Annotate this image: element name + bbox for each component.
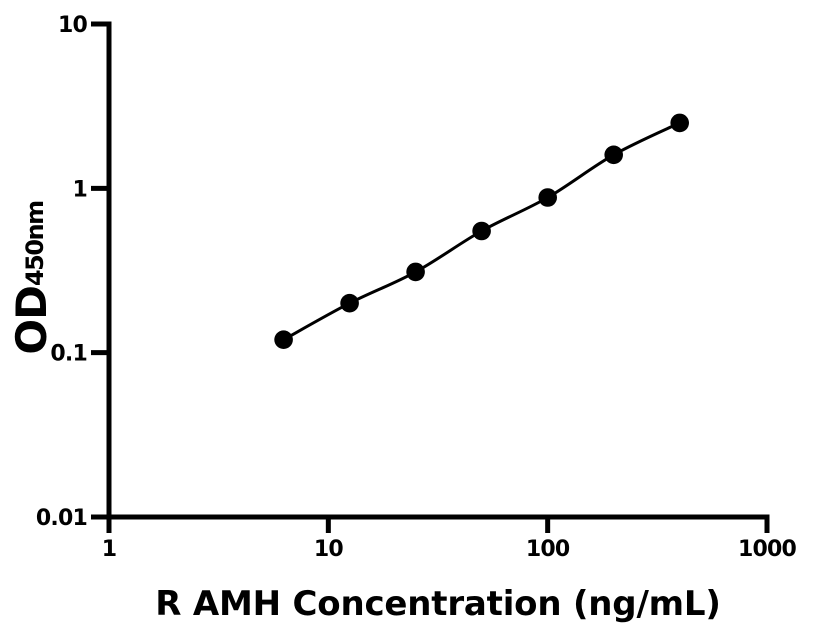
data-point-marker <box>406 262 425 282</box>
x-axis-ticks <box>106 517 770 533</box>
data-point-marker <box>472 221 491 241</box>
y-axis-title: OD450nm <box>7 201 56 355</box>
data-point-marker <box>340 293 359 313</box>
x-tick-label: 100 <box>526 537 570 562</box>
data-point-marker <box>604 145 623 165</box>
y-axis-ticks <box>91 21 109 520</box>
x-tick-label: 1000 <box>738 537 797 562</box>
x-axis-title: R AMH Concentration (ng/mL) <box>155 584 720 624</box>
x-tick-label: 10 <box>314 537 344 562</box>
data-points <box>274 113 689 350</box>
y-axis-title-subscript: 450nm <box>21 201 49 286</box>
y-tick-label: 1 <box>72 177 87 202</box>
data-point-marker <box>538 188 557 207</box>
y-tick-label: 10 <box>58 13 88 38</box>
x-axis-tick-labels: 1 10 100 1000 <box>102 537 798 562</box>
y-tick-label: 0.01 <box>36 506 87 531</box>
x-tick-label: 1 <box>102 537 117 562</box>
y-axis-tick-labels: 10 1 0.1 0.01 <box>36 13 88 531</box>
y-tick-label: 0.1 <box>50 342 87 367</box>
data-point-marker <box>274 330 293 350</box>
y-axis-title-main: OD <box>7 286 56 355</box>
data-point-marker <box>670 113 689 133</box>
